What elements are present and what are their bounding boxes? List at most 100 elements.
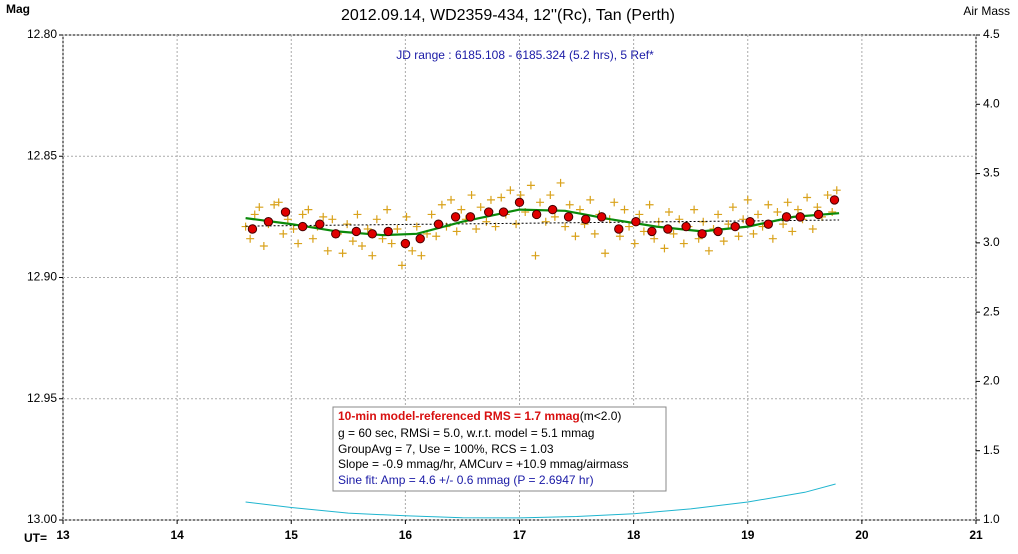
data-point: [526, 181, 535, 190]
info-line: Slope = -0.9 mmag/hr, AMCurv = +10.9 mma…: [338, 457, 628, 471]
group-mean: [331, 229, 341, 239]
subtitle: JD range : 6185.108 - 6185.324 (5.2 hrs)…: [396, 48, 654, 62]
data-point: [679, 239, 688, 248]
data-point: [417, 251, 426, 260]
group-mean: [280, 207, 291, 217]
data-point: [323, 246, 332, 255]
group-mean: [297, 221, 308, 232]
x-tick-label: 16: [399, 528, 413, 542]
x-tick-label: 19: [741, 528, 755, 542]
data-point: [669, 229, 678, 238]
group-mean: [631, 217, 641, 227]
data-point: [779, 220, 788, 229]
data-point: [486, 195, 495, 204]
data-point: [467, 191, 476, 200]
group-mean: [763, 219, 773, 229]
y2-tick-label: 2.5: [983, 304, 1000, 318]
data-point: [768, 234, 777, 243]
data-point: [546, 191, 555, 200]
data-point: [304, 205, 313, 214]
y2-tick-label: 3.0: [983, 235, 1000, 249]
data-point: [690, 205, 699, 214]
data-point: [773, 208, 782, 217]
data-point: [512, 220, 521, 229]
data-point: [383, 205, 392, 214]
data-point: [447, 195, 456, 204]
data-point: [660, 244, 669, 253]
y2-tick-label: 1.0: [983, 512, 1000, 526]
data-point: [601, 249, 610, 258]
data-point: [393, 225, 402, 233]
group-mean: [730, 221, 740, 232]
data-point: [328, 215, 337, 224]
data-point: [754, 210, 763, 219]
group-mean: [813, 209, 824, 220]
group-mean: [563, 212, 574, 222]
group-mean: [498, 207, 509, 217]
data-point: [353, 210, 362, 219]
y-tick-label: 12.90: [27, 270, 57, 284]
data-point: [259, 241, 268, 250]
data-point: [298, 210, 307, 219]
data-point: [412, 222, 421, 231]
data-point: [645, 200, 654, 209]
data-point: [437, 200, 446, 209]
x-tick-label: 21: [969, 528, 983, 542]
chart-title: 2012.09.14, WD2359-434, 12''(Rc), Tan (P…: [341, 7, 675, 24]
data-point: [387, 239, 396, 248]
group-mean: [367, 229, 377, 239]
data-point: [832, 186, 841, 195]
data-point: [823, 191, 832, 200]
y-tick-label: 12.85: [27, 148, 57, 162]
group-mean: [580, 214, 591, 225]
x-tick-label: 20: [855, 528, 869, 542]
y2-tick-label: 4.5: [983, 27, 1000, 41]
group-mean: [465, 212, 476, 222]
grid: [62, 34, 977, 521]
data-point: [714, 210, 723, 219]
y2-tick-label: 3.5: [983, 166, 1000, 180]
trend-line: [245, 219, 840, 227]
data-point: [402, 212, 411, 221]
data-point: [476, 203, 485, 212]
x-tick-label: 17: [513, 528, 527, 542]
group-mean: [697, 229, 707, 239]
info-rms-note: (m<2.0): [580, 409, 622, 423]
group-mean: [596, 212, 607, 222]
info-line: GroupAvg = 7, Use = 100%, RCS = 1.03: [338, 442, 554, 456]
group-mean: [483, 207, 494, 217]
group-mean: [781, 212, 792, 222]
data-point: [764, 200, 773, 209]
x-tick-label: 13: [56, 528, 70, 542]
data-point: [561, 222, 570, 231]
group-mean: [531, 209, 542, 220]
info-sine: Sine fit: Amp = 4.6 +/- 0.6 mmag (P = 2.…: [338, 473, 594, 487]
data-point: [308, 234, 317, 243]
data-point: [482, 217, 491, 226]
data-point: [283, 215, 292, 224]
x-tick-label: 15: [285, 528, 299, 542]
data-point: [472, 225, 481, 233]
data-point: [788, 227, 797, 236]
data-point: [739, 215, 748, 224]
group-mean: [450, 212, 461, 222]
y-axis-label: Mag: [6, 2, 30, 16]
info-line: g = 60 sec, RMSi = 5.0, w.r.t. model = 5…: [338, 426, 594, 440]
data-point: [516, 191, 525, 200]
data-point: [270, 200, 279, 209]
group-mean: [514, 197, 525, 208]
group-mean: [614, 224, 624, 234]
y2-axis-label: Air Mass: [963, 4, 1010, 18]
data-point: [665, 208, 674, 217]
data-point: [808, 225, 817, 233]
data-point: [590, 229, 599, 238]
data-point: [571, 232, 580, 241]
data-point: [724, 220, 733, 229]
y2-tick-label: 4.0: [983, 96, 1000, 110]
data-point: [793, 205, 802, 214]
x-axis-label: UT=: [24, 531, 47, 545]
data-point: [368, 251, 377, 260]
data-point: [408, 246, 417, 255]
data-point: [625, 222, 634, 231]
